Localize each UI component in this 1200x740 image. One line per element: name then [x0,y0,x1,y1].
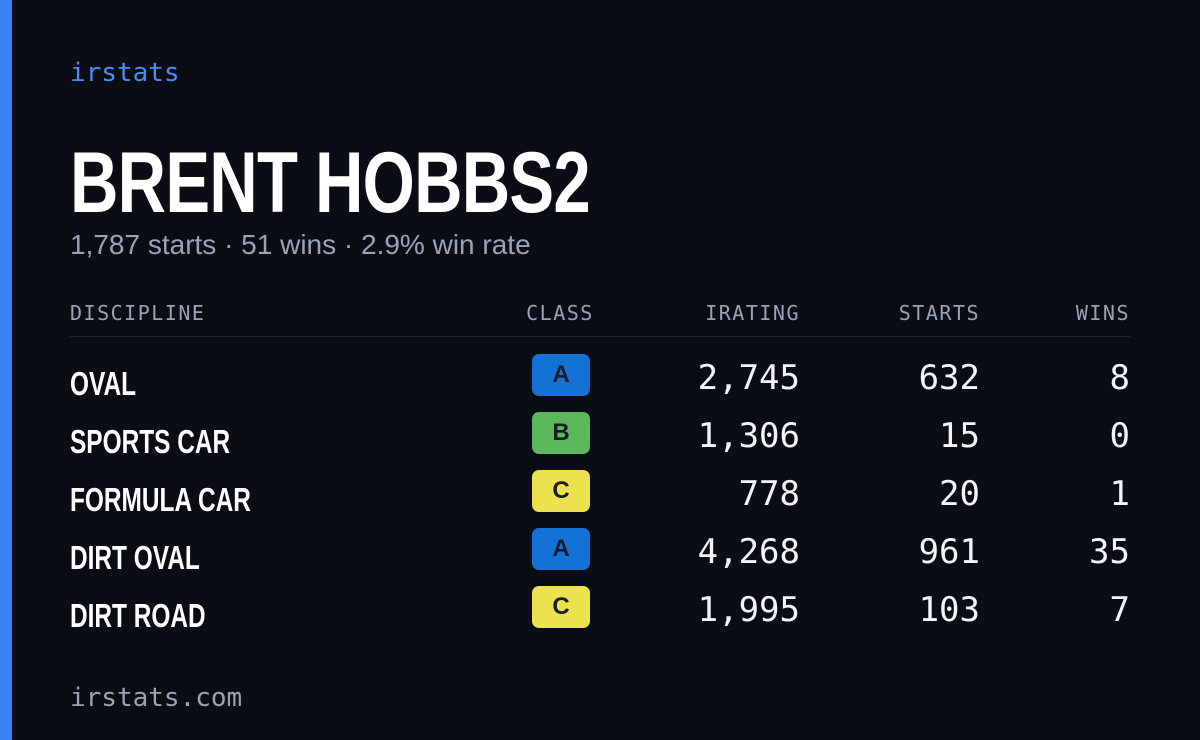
class-badge: A [532,528,590,570]
discipline: OVAL [70,365,137,402]
irating: 1,995 [697,590,800,630]
column-header: IRATING [705,301,800,325]
column-header: CLASS [526,301,594,325]
footer: irstats.com [70,683,243,713]
class-badge: C [532,470,590,512]
irating: 778 [738,474,800,514]
discipline: DIRT ROAD [70,597,206,634]
discipline: SPORTS CAR [70,423,231,460]
starts: 961 [918,532,980,572]
column-header: WINS [1075,301,1130,325]
column-header: STARTS [898,301,980,325]
accent-stripe [0,0,12,740]
irating: 1,306 [697,416,800,456]
starts: 103 [918,590,980,630]
discipline: DIRT OVAL [70,539,200,576]
header-rule [70,336,1130,337]
wins: 35 [1089,532,1130,572]
summary: 1,787 starts · 51 wins · 2.9% win rate [70,229,531,260]
class-badge: A [532,354,590,396]
discipline: FORMULA CAR [70,481,251,518]
starts: 632 [918,358,980,398]
starts: 15 [939,416,980,456]
wins: 0 [1109,416,1130,456]
driver-name: BRENT HOBBS2 [70,135,591,231]
wins: 7 [1109,590,1130,630]
brand: irstats [70,58,180,88]
wins: 1 [1109,474,1130,514]
wins: 8 [1109,358,1130,398]
irating: 4,268 [697,532,800,572]
column-header: DISCIPLINE [70,301,206,325]
irating: 2,745 [697,358,800,398]
starts: 20 [939,474,980,514]
class-badge: C [532,586,590,628]
class-badge: B [532,412,590,454]
